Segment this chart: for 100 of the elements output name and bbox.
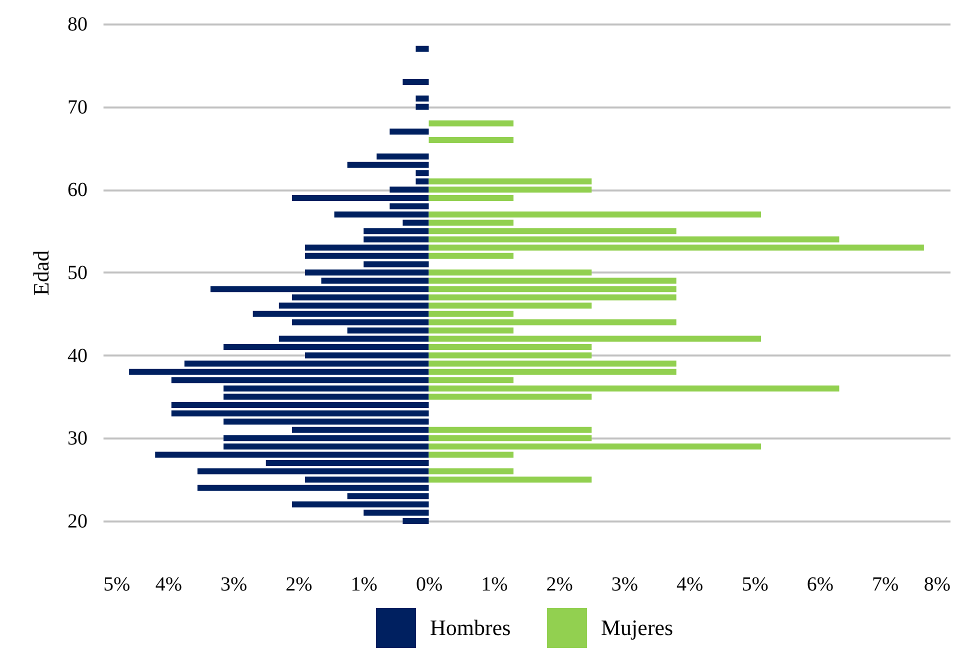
bar bbox=[292, 194, 429, 201]
bar bbox=[428, 435, 592, 442]
bar bbox=[416, 178, 429, 184]
bar bbox=[364, 236, 429, 242]
bar bbox=[390, 128, 429, 135]
bar bbox=[278, 302, 429, 309]
bar bbox=[428, 352, 592, 358]
x-tick-label: 2% bbox=[546, 574, 573, 596]
bar bbox=[428, 228, 676, 234]
bar bbox=[428, 310, 514, 317]
bar bbox=[304, 352, 429, 358]
bar bbox=[252, 310, 429, 317]
bar bbox=[428, 319, 676, 326]
bar bbox=[184, 360, 429, 367]
bar bbox=[428, 212, 762, 218]
bar bbox=[428, 194, 514, 201]
bar bbox=[364, 228, 429, 234]
bar bbox=[197, 484, 429, 491]
bar bbox=[334, 212, 429, 218]
bar bbox=[416, 96, 429, 102]
legend-label: Mujeres bbox=[601, 615, 674, 640]
bar bbox=[292, 319, 429, 326]
bar bbox=[428, 468, 514, 474]
bar bbox=[304, 252, 429, 259]
x-tick-label: 6% bbox=[806, 574, 834, 596]
bar bbox=[292, 426, 429, 433]
bar bbox=[347, 493, 429, 500]
bar bbox=[428, 220, 514, 226]
x-tick-label: 3% bbox=[220, 574, 248, 596]
bar bbox=[171, 402, 429, 408]
bar bbox=[428, 278, 676, 284]
bar bbox=[266, 460, 429, 466]
bar bbox=[321, 278, 429, 284]
bar bbox=[428, 377, 514, 384]
y-tick-label: 60 bbox=[68, 179, 88, 202]
bar bbox=[428, 270, 592, 276]
bar bbox=[224, 394, 429, 400]
y-tick-label: 50 bbox=[68, 262, 88, 284]
bar bbox=[428, 344, 592, 350]
bar bbox=[428, 327, 514, 334]
bar bbox=[197, 468, 429, 474]
x-tick-label: 8% bbox=[924, 574, 950, 596]
bar bbox=[428, 360, 676, 367]
bar bbox=[428, 426, 592, 433]
bar bbox=[364, 510, 429, 516]
bar bbox=[224, 443, 429, 450]
bar bbox=[155, 452, 429, 458]
bar bbox=[428, 443, 762, 450]
bar bbox=[402, 220, 429, 226]
bar bbox=[428, 236, 840, 242]
bar bbox=[364, 261, 429, 268]
bar bbox=[428, 452, 514, 458]
bar bbox=[428, 336, 762, 342]
legend-label: Hombres bbox=[430, 615, 511, 640]
y-tick-label: 30 bbox=[68, 428, 88, 450]
bar bbox=[416, 46, 429, 52]
bar bbox=[304, 476, 429, 483]
bar bbox=[428, 368, 676, 375]
bar bbox=[428, 136, 514, 143]
x-tick-label: 1% bbox=[481, 574, 508, 596]
bar bbox=[347, 162, 429, 168]
y-tick-label: 70 bbox=[68, 96, 88, 118]
y-axis-title: Edad bbox=[28, 250, 54, 296]
bar bbox=[390, 203, 429, 210]
bar bbox=[416, 104, 429, 110]
bar bbox=[428, 476, 592, 483]
bar bbox=[428, 294, 676, 300]
bar bbox=[224, 418, 429, 425]
x-tick-label: 5% bbox=[104, 574, 130, 596]
x-tick-label: 7% bbox=[872, 574, 899, 596]
x-tick-label: 4% bbox=[676, 574, 704, 596]
bar bbox=[292, 294, 429, 300]
bar bbox=[210, 286, 429, 292]
bar bbox=[171, 377, 429, 384]
bar bbox=[390, 186, 429, 193]
bar bbox=[376, 154, 429, 160]
bar bbox=[428, 244, 924, 251]
x-tick-label: 3% bbox=[611, 574, 638, 596]
x-tick-label: 4% bbox=[155, 574, 182, 596]
x-tick-label: 1% bbox=[350, 574, 378, 596]
bar bbox=[292, 501, 429, 508]
y-tick-label: 40 bbox=[68, 344, 88, 367]
bar bbox=[224, 435, 429, 442]
bar bbox=[416, 170, 429, 176]
bar bbox=[428, 302, 592, 309]
bar bbox=[278, 336, 429, 342]
x-tick-label: 5% bbox=[742, 574, 768, 596]
bar bbox=[402, 518, 429, 524]
bar bbox=[402, 78, 429, 85]
bar bbox=[224, 385, 429, 392]
x-tick-label: 2% bbox=[286, 574, 312, 596]
x-tick-label: 0% bbox=[416, 574, 443, 596]
bar bbox=[428, 178, 592, 184]
bar bbox=[224, 344, 429, 350]
y-tick-label: 20 bbox=[68, 510, 88, 532]
y-tick-label: 80 bbox=[68, 14, 88, 36]
bar bbox=[304, 270, 429, 276]
bar bbox=[171, 410, 429, 416]
bar bbox=[428, 385, 840, 392]
bar bbox=[347, 327, 429, 334]
